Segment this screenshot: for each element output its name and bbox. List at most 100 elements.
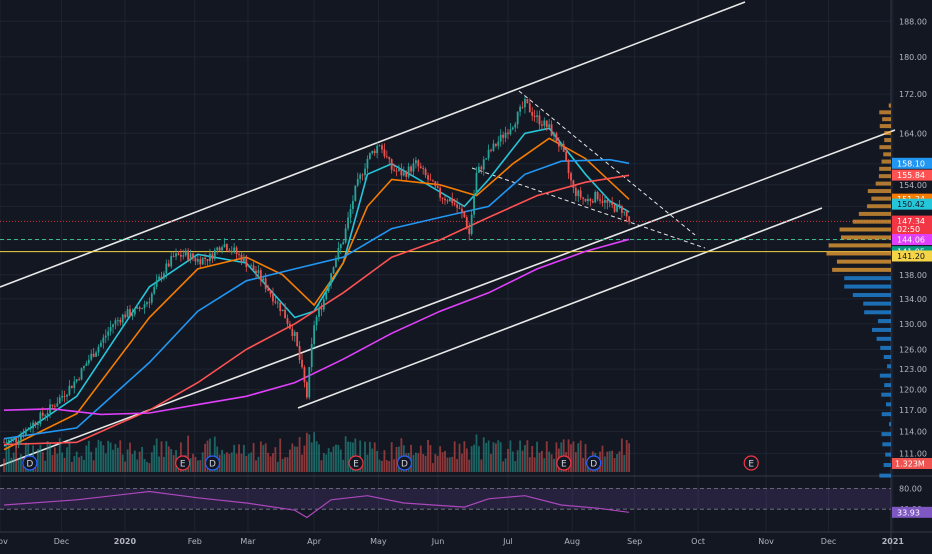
volume-bar — [475, 434, 478, 472]
price-tick-label: 180.00 — [899, 53, 927, 62]
candle-body — [289, 323, 291, 329]
candle-body — [444, 198, 446, 201]
volume-bar — [570, 444, 572, 472]
candle-body — [429, 179, 432, 181]
volume-bar — [318, 444, 320, 472]
volume-bar — [146, 461, 148, 472]
candle-body — [257, 270, 260, 274]
volume-profile-bar — [883, 463, 891, 468]
volume-bar — [206, 440, 209, 472]
volume-profile-bar — [884, 138, 891, 143]
candle-body — [378, 145, 381, 147]
candle-body — [337, 248, 340, 259]
candle-body — [620, 205, 623, 213]
candle-body — [276, 302, 279, 304]
volume-bar — [628, 443, 631, 472]
time-tick-label: Jun — [431, 537, 445, 546]
candle-body — [175, 253, 177, 257]
volume-bar — [373, 442, 376, 472]
candle-body — [366, 158, 369, 169]
volume-bar — [58, 437, 61, 472]
volume-bar — [221, 449, 223, 472]
candle-body — [61, 395, 64, 398]
candle-body — [579, 190, 582, 198]
volume-bar — [163, 456, 165, 472]
volume-bar — [131, 453, 134, 472]
volume-bar — [400, 438, 403, 472]
volume-profile-bar — [875, 181, 891, 186]
candle-body — [204, 257, 207, 259]
time-tick-label: Nov — [758, 537, 774, 546]
candle-body — [247, 266, 250, 268]
candle-body — [235, 247, 238, 255]
volume-bar — [209, 438, 211, 472]
volume-bar — [213, 436, 216, 472]
candle-body — [533, 115, 536, 117]
volume-bar — [97, 439, 100, 472]
candle-body — [490, 149, 492, 151]
volume-bar — [482, 437, 485, 472]
volume-bar — [371, 448, 374, 472]
volume-bar — [119, 440, 122, 472]
volume-bar — [521, 450, 524, 472]
volume-bar — [468, 459, 471, 472]
candle-body — [507, 132, 509, 135]
candle-body — [419, 166, 422, 169]
rsi-badge-text: 33.93 — [897, 508, 920, 517]
candle-body — [604, 200, 606, 203]
volume-bar — [536, 441, 538, 472]
candle-body — [305, 382, 308, 398]
volume-bar — [272, 453, 274, 472]
volume-bar — [422, 453, 425, 472]
candle-body — [436, 186, 439, 188]
candle-body — [308, 366, 311, 398]
candle-body — [313, 325, 316, 344]
candle-body — [625, 211, 628, 217]
candle-body — [24, 429, 27, 436]
volume-profile-bar — [881, 412, 891, 417]
candle-body — [80, 368, 83, 380]
candle-body — [264, 278, 267, 289]
volume-bar — [53, 447, 56, 472]
candle-body — [129, 309, 131, 317]
time-tick-label: Sep — [627, 537, 642, 546]
price-tick-label: 114.00 — [899, 427, 927, 436]
volume-bar — [100, 441, 102, 472]
candle-body — [395, 170, 398, 172]
candle-body — [73, 381, 76, 388]
candle-body — [184, 250, 187, 256]
volume-bar — [415, 452, 417, 472]
event-marker-letter: E — [353, 460, 359, 470]
volume-bar — [526, 440, 529, 472]
price-badge — [892, 198, 932, 210]
volume-bar — [322, 453, 325, 472]
candle-body — [591, 201, 594, 203]
volume-bar — [250, 452, 253, 472]
time-tick-label: Apr — [307, 537, 322, 546]
volume-bar — [196, 460, 199, 472]
candle-body — [376, 145, 379, 154]
candle-body — [83, 365, 85, 369]
candle-body — [628, 216, 631, 222]
rsi-tick-label: 80.00 — [899, 484, 922, 493]
volume-bar — [90, 451, 93, 472]
volume-bar — [238, 444, 240, 472]
candle-body — [388, 157, 391, 160]
volume-bar — [138, 451, 141, 472]
candle-body — [114, 320, 117, 325]
volume-bar — [269, 456, 272, 472]
candle-body — [119, 319, 122, 323]
event-marker-d — [586, 455, 602, 471]
volume-bar — [274, 447, 277, 472]
candle-body — [78, 379, 81, 381]
price-badge — [892, 215, 932, 227]
volume-bar — [349, 441, 352, 472]
candle-body — [473, 193, 475, 215]
volume-bar — [572, 441, 575, 472]
candle-body — [34, 422, 37, 426]
volume-bar — [153, 445, 156, 472]
volume-bar — [381, 460, 383, 472]
candle-body — [574, 187, 577, 196]
